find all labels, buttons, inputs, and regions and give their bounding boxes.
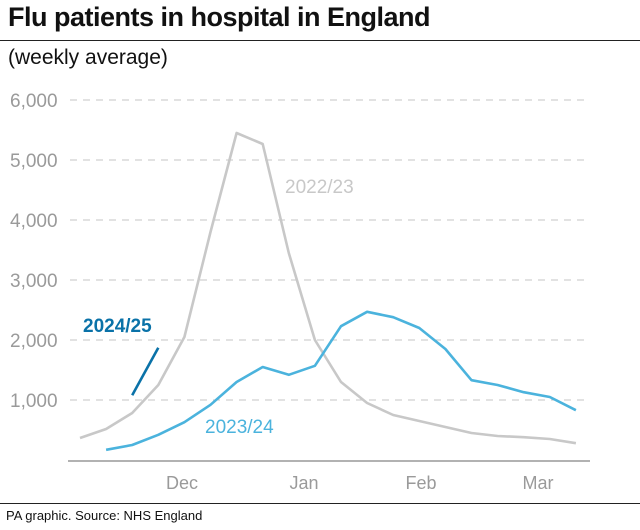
- y-tick-label: 6,000: [10, 91, 58, 112]
- series-label: 2022/23: [285, 177, 354, 198]
- footer-divider: [0, 503, 640, 504]
- y-tick-label: 4,000: [10, 211, 58, 232]
- series-label: 2024/25: [83, 316, 152, 337]
- title-divider: [0, 40, 640, 41]
- series-line-2022-23: [79, 131, 577, 445]
- chart-subtitle: (weekly average): [8, 46, 168, 69]
- y-tick-label: 1,000: [10, 391, 58, 412]
- x-tick-label: Jan: [289, 473, 318, 493]
- source-note: PA graphic. Source: NHS England: [6, 508, 203, 523]
- y-tick-label: 5,000: [10, 151, 58, 172]
- series-label: 2023/24: [205, 417, 274, 438]
- x-tick-label: Mar: [523, 473, 554, 493]
- y-tick-label: 2,000: [10, 331, 58, 352]
- chart-title: Flu patients in hospital in England: [8, 2, 431, 32]
- x-tick-label: Dec: [166, 473, 198, 493]
- x-tick-label: Feb: [405, 473, 436, 493]
- series-line-2024-25: [131, 347, 160, 396]
- y-tick-label: 3,000: [10, 271, 58, 292]
